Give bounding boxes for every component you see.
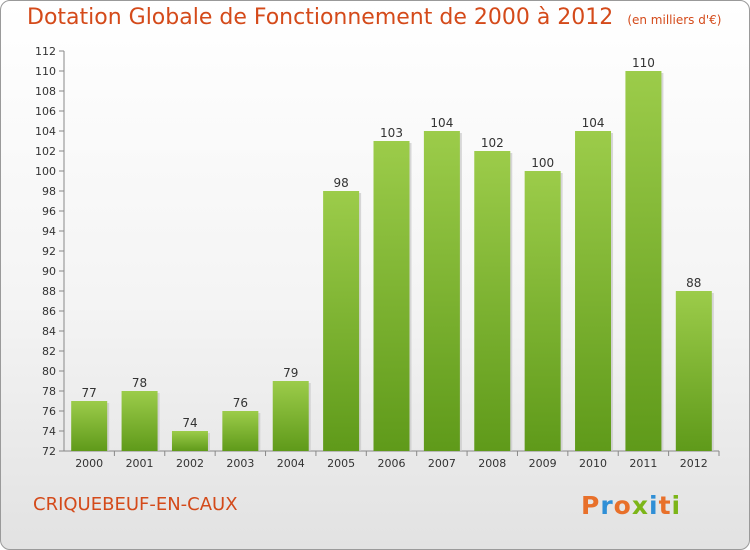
y-tick-label: 76 xyxy=(42,405,56,418)
bar-value-label: 74 xyxy=(182,416,197,430)
y-tick-label: 98 xyxy=(42,185,56,198)
bar[interactable] xyxy=(474,151,511,451)
x-tick-label: 2000 xyxy=(75,457,103,470)
chart-title: Dotation Globale de Fonctionnement de 20… xyxy=(27,5,721,30)
bar[interactable] xyxy=(222,411,259,451)
y-tick-label: 100 xyxy=(35,165,56,178)
x-tick-label: 2004 xyxy=(277,457,305,470)
y-tick-label: 86 xyxy=(42,305,56,318)
x-tick-label: 2005 xyxy=(327,457,355,470)
logo-letter: r xyxy=(600,491,614,520)
x-tick-label: 2012 xyxy=(680,457,708,470)
commune-name: CRIQUEBEUF-EN-CAUX xyxy=(33,494,238,515)
axes: 72 74 76 78 80 82 84 86 88 90 92 94 96 98 100 102 104 106… xyxy=(35,45,720,470)
logo-letter: o xyxy=(613,491,632,520)
logo-letter: i xyxy=(671,491,682,520)
bar-value-label: 79 xyxy=(283,366,298,380)
logo-letter: t xyxy=(658,491,672,520)
bar[interactable] xyxy=(121,391,158,451)
data-labels: 77 78 74 76 79 98 103 104 102 100 104 110 88 xyxy=(82,56,702,430)
y-tick-label: 92 xyxy=(42,245,56,258)
y-tick-label: 78 xyxy=(42,385,56,398)
x-tick-label: 2008 xyxy=(478,457,506,470)
y-tick-label: 96 xyxy=(42,205,56,218)
logo-letter: P xyxy=(581,491,601,520)
y-tick-label: 108 xyxy=(35,85,56,98)
x-tick-label: 2002 xyxy=(176,457,204,470)
x-tick-label: 2001 xyxy=(126,457,154,470)
bars xyxy=(71,71,714,451)
bar-value-label: 100 xyxy=(531,156,554,170)
proxiti-logo[interactable]: Proxiti xyxy=(581,491,681,520)
bar-value-label: 103 xyxy=(380,126,403,140)
y-tick-label: 112 xyxy=(35,45,56,58)
y-tick-label: 90 xyxy=(42,265,56,278)
bar-value-label: 110 xyxy=(632,56,655,70)
logo-letter: x xyxy=(631,491,649,520)
bar-value-label: 77 xyxy=(82,386,97,400)
chart-subtitle: (en milliers d'€) xyxy=(627,13,722,27)
bar-value-label: 76 xyxy=(233,396,248,410)
bar[interactable] xyxy=(524,171,561,451)
y-tick-label: 94 xyxy=(42,225,56,238)
bar[interactable] xyxy=(171,431,208,451)
y-tick-label: 102 xyxy=(35,145,56,158)
y-tick-label: 80 xyxy=(42,365,56,378)
y-tick-label: 74 xyxy=(42,425,56,438)
x-tick-label: 2009 xyxy=(529,457,557,470)
bar-value-label: 102 xyxy=(481,136,504,150)
bar-value-label: 78 xyxy=(132,376,147,390)
x-tick-label: 2006 xyxy=(378,457,406,470)
bar[interactable] xyxy=(373,141,410,451)
bar[interactable] xyxy=(625,71,662,451)
y-tick-label: 88 xyxy=(42,285,56,298)
bar[interactable] xyxy=(272,381,309,451)
bar[interactable] xyxy=(323,191,360,451)
bar[interactable] xyxy=(71,401,108,451)
logo-letter: i xyxy=(649,491,659,520)
bar-value-label: 98 xyxy=(333,176,348,190)
y-tick-label: 110 xyxy=(35,65,56,78)
y-tick-label: 104 xyxy=(35,125,56,138)
x-tick-label: 2007 xyxy=(428,457,456,470)
bar-value-label: 104 xyxy=(430,116,453,130)
y-tick-label: 84 xyxy=(42,325,56,338)
bar-value-label: 104 xyxy=(582,116,605,130)
y-tick-label: 82 xyxy=(42,345,56,358)
x-tick-label: 2003 xyxy=(226,457,254,470)
y-tick-label: 106 xyxy=(35,105,56,118)
x-tick-label: 2011 xyxy=(629,457,657,470)
bar[interactable] xyxy=(575,131,612,451)
y-tick-label: 72 xyxy=(42,445,56,458)
bar[interactable] xyxy=(675,291,712,451)
bar-value-label: 88 xyxy=(686,276,701,290)
x-tick-label: 2010 xyxy=(579,457,607,470)
chart-title-text: Dotation Globale de Fonctionnement de 20… xyxy=(27,5,614,30)
bar[interactable] xyxy=(423,131,460,451)
